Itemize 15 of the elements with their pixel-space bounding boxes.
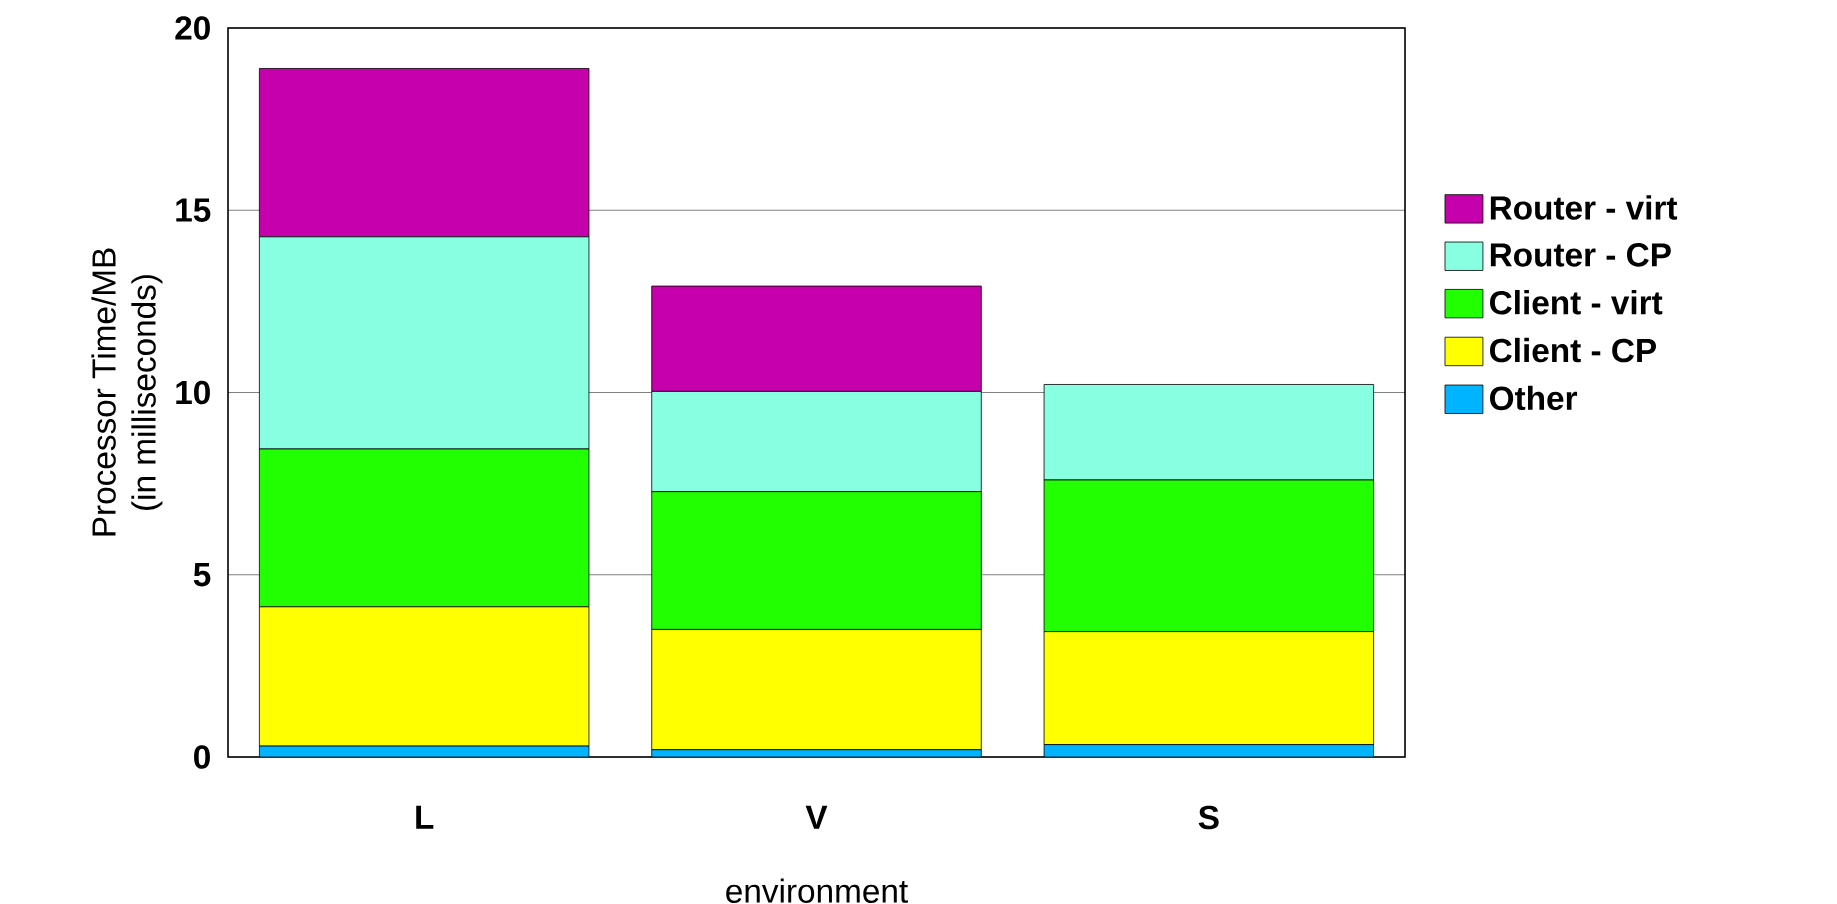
y-tick-label: 5 <box>193 563 211 587</box>
legend-label: Client - virt <box>1490 290 1663 315</box>
legend-label: Other <box>1490 385 1578 411</box>
y-tick-label: 0 <box>194 745 210 769</box>
y-tick-label: 20 <box>175 16 210 40</box>
legend-label: Router - CP <box>1490 243 1671 267</box>
x-tick-label: V <box>805 805 828 829</box>
x-axis-title: environment <box>726 878 908 903</box>
y-tick-label: 15 <box>176 198 211 222</box>
y-tick-label: 10 <box>176 380 210 405</box>
legend-label: Client - CP <box>1490 337 1657 363</box>
x-tick-label: S <box>1198 805 1219 830</box>
y-axis-title: Processor Time/MB (in milliseconds) <box>91 248 163 536</box>
x-tick-label: L <box>416 805 434 829</box>
legend-label: Router - virt <box>1490 195 1678 220</box>
